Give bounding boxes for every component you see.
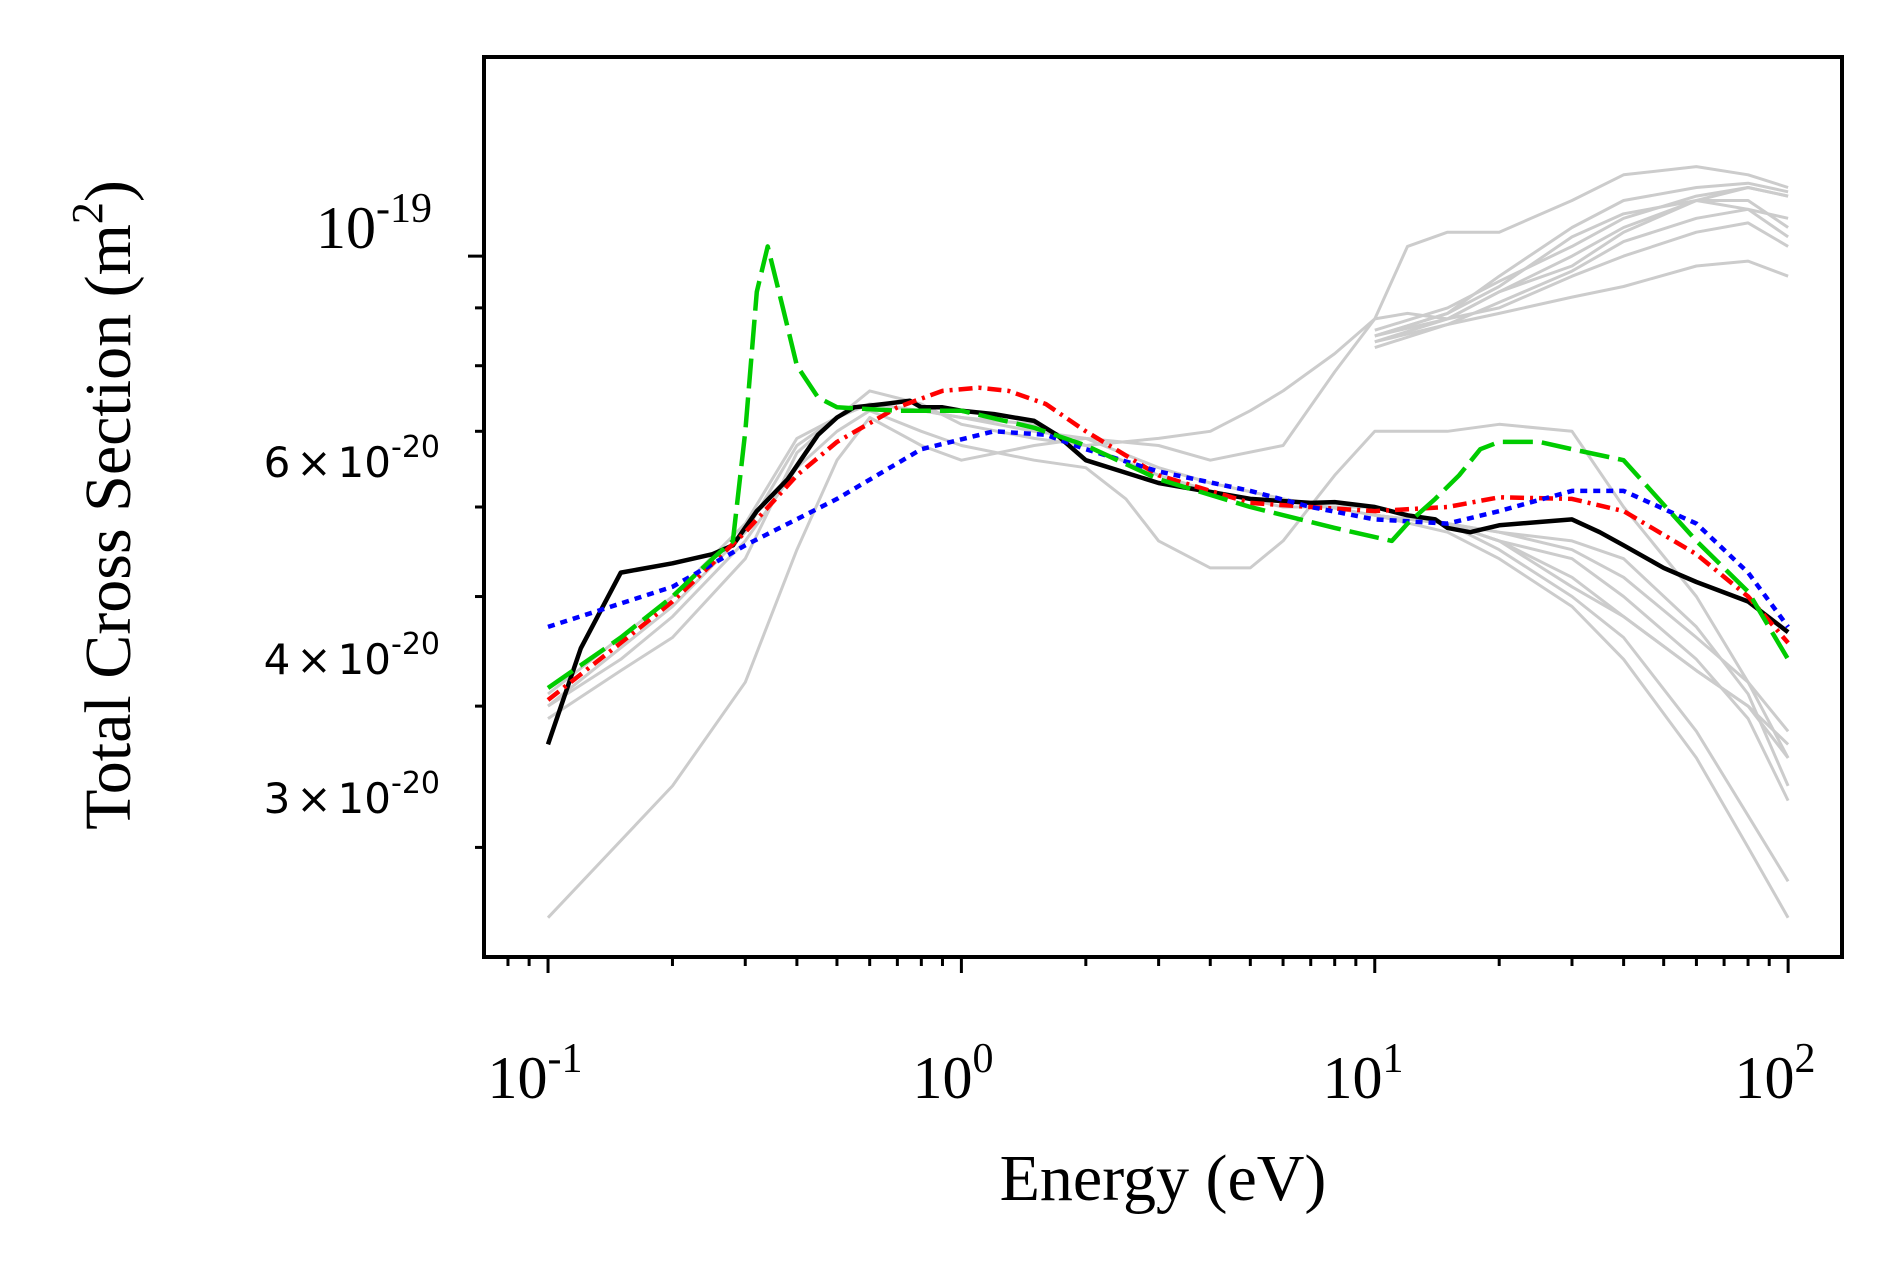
series-line-gray-5 <box>547 165 1789 696</box>
x-tick-label-2: 101 <box>1323 1036 1404 1111</box>
series-line-gray-14 <box>1374 513 1790 802</box>
background-series-group <box>546 165 1790 919</box>
x-tick-label-0: 10-1 <box>488 1036 583 1111</box>
series-line-gray-17 <box>1374 513 1790 759</box>
series-line-gray-1 <box>547 389 1790 746</box>
y-tick-label-major: 10-19 <box>316 186 432 261</box>
series-line-gray-15 <box>1374 513 1790 733</box>
y-tick-label-6e-20: 6 × 10-20 <box>264 430 440 487</box>
main-series-group <box>545 244 1791 746</box>
y-axis-ticks <box>468 254 484 849</box>
x-tick-label-3: 102 <box>1735 1036 1816 1111</box>
series-line-black-solid <box>545 398 1790 746</box>
x-axis-label: Energy (eV) <box>1000 1142 1327 1215</box>
series-line-gray-10 <box>1374 199 1789 338</box>
y-tick-label-3e-20: 3 × 10-20 <box>264 766 440 823</box>
series-line-gray-9 <box>1374 259 1789 350</box>
x-axis-ticks <box>506 957 1790 973</box>
series-line-gray-6 <box>1374 181 1789 338</box>
series-line-gray-11 <box>1374 207 1789 344</box>
series-line-blue-dotted <box>547 429 1790 630</box>
y-tick-label-4e-20: 4 × 10-20 <box>264 627 440 684</box>
series-line-red-dashdot <box>546 385 1790 702</box>
series-line-gray-8 <box>1374 221 1789 344</box>
series-line-gray-12 <box>1374 199 1789 338</box>
plot-frame <box>482 55 1844 959</box>
y-axis-label: Total Cross Section (m2) <box>63 180 145 830</box>
x-tick-label-1: 100 <box>913 1036 994 1111</box>
series-line-gray-3 <box>547 409 1790 759</box>
series-line-gray-2 <box>546 416 1790 919</box>
series-line-gray-7 <box>1374 186 1789 332</box>
